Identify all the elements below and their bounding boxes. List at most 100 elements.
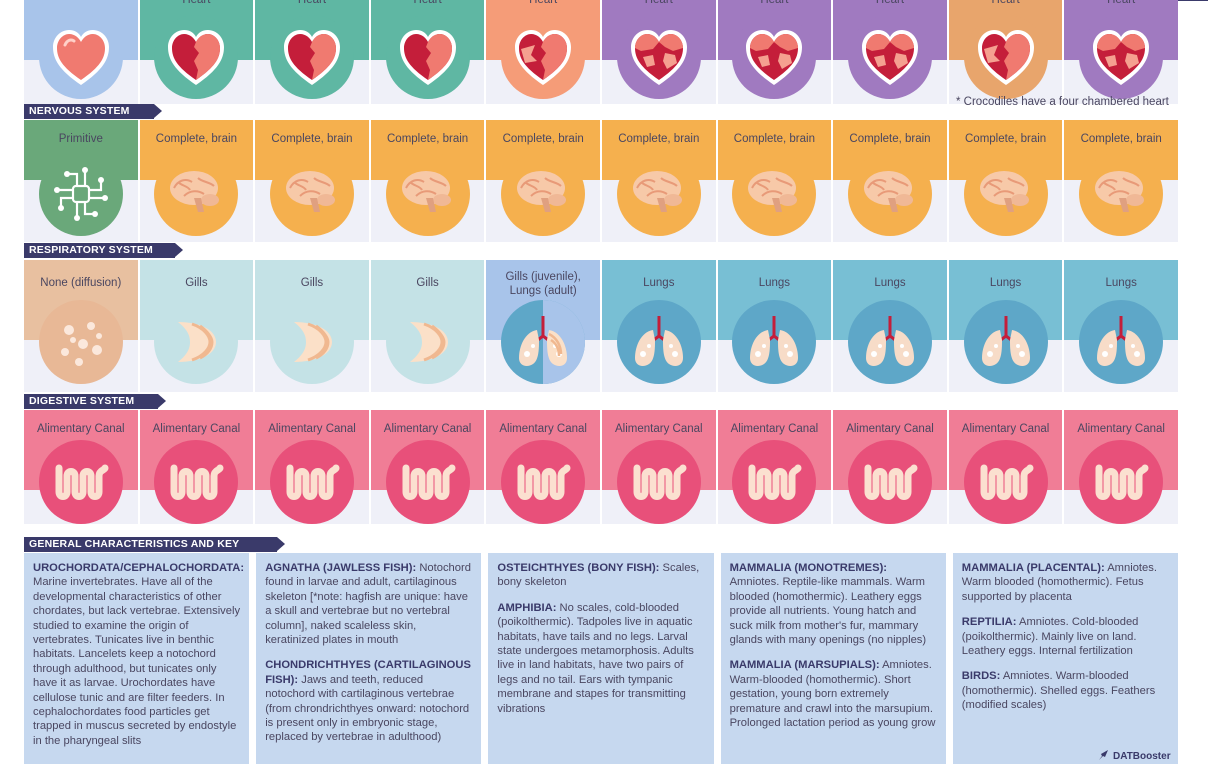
alimentary-canal-icon [269, 440, 354, 524]
info-entry: MAMMALIA (MONOTREMES): Amniotes. Reptile… [730, 561, 938, 647]
nervous-cell: Complete, brain [486, 120, 600, 242]
cell-label: Gills [300, 277, 324, 289]
info-entry-heading: REPTILIA: [961, 616, 1017, 629]
heart-cell [24, 0, 138, 104]
top-rule [1178, 0, 1208, 1]
heart-icon [385, 15, 470, 99]
info-entry: AMPHIBIA: No scales, cold-blooded (poiko… [497, 601, 705, 716]
alimentary-canal-icon [154, 440, 239, 524]
nervous-cell: Complete, brain [601, 120, 716, 242]
gills-lungs-icon [501, 300, 586, 384]
info-entry-body: No scales, cold-blooded (poikolthermic).… [497, 601, 694, 715]
digestive-row: Alimentary Canal Alimentary Canal Alimenta… [24, 410, 1178, 524]
respiratory-cell: Lungs [833, 260, 947, 392]
gills-icon [269, 300, 354, 384]
info-entry: MAMMALIA (MARSUPIALS): Amniotes. Warm-bl… [730, 658, 938, 730]
digestive-cell: Alimentary Canal [948, 410, 1063, 524]
info-entry-body: Notochord found in larvae and adult, car… [265, 562, 471, 647]
cell-label: Alimentary Canal [615, 423, 703, 435]
cell-label: Gills (juvenile), Lungs (adult) [505, 271, 581, 297]
cell-label: Heart [991, 0, 1020, 6]
cell-label: Alimentary Canal [268, 423, 356, 435]
digestive-cell: Alimentary Canal [717, 410, 832, 524]
heart-cell: Heart [948, 0, 1063, 104]
nervous-cell: Complete, brain [948, 120, 1063, 242]
info-entry-body: Amniotes. Warm blooded (homothermic). Fe… [961, 562, 1157, 603]
alimentary-canal-icon [616, 440, 701, 524]
alimentary-canal-icon [38, 440, 123, 524]
info-entry: MAMMALIA (PLACENTAL): Amniotes. Warm blo… [962, 561, 1170, 604]
cell-label: Heart [760, 0, 789, 6]
cell-label: Heart [413, 0, 442, 6]
brain-icon [501, 152, 586, 236]
cell-label: Primitive [58, 133, 103, 145]
cell-label: Lungs [643, 277, 675, 289]
cell-label: Alimentary Canal [37, 423, 125, 435]
nervous-cell: Complete, brain [717, 120, 832, 242]
info-entry-heading: MAMMALIA (PLACENTAL): [961, 562, 1105, 574]
rocket-icon [1098, 749, 1111, 764]
nervous-cell: Complete, brain [255, 120, 369, 242]
alimentary-canal-icon [1079, 440, 1164, 524]
respiratory-cell: Lungs [1064, 260, 1178, 392]
digestive-cell: Alimentary Canal [833, 410, 947, 524]
nervous-cell: Complete, brain [833, 120, 947, 242]
info-column: OSTEICHTHYES (BONY FISH): Scales, bony s… [488, 553, 714, 764]
circuit-icon [38, 152, 123, 236]
crocodile-note: * Crocodiles have a four chambered heart [956, 96, 1169, 108]
info-entry-heading: UROCHORDATA/CEPHALOCHORDATA: [33, 562, 245, 574]
cell-label: Heart [529, 0, 558, 6]
cell-label: Complete, brain [849, 133, 931, 145]
heart-icon [616, 15, 701, 99]
cell-label: Complete, brain [965, 133, 1047, 145]
digestive-cell: Alimentary Canal [24, 410, 138, 524]
info-entry-body: Amniotes. Warm-blooded (homothermic). Sh… [961, 670, 1156, 712]
diffusion-icon [38, 300, 123, 384]
nervous-row: Primitive Complete, brain Complete, brain C… [24, 120, 1178, 242]
info-entry-heading: OSTEICHTHYES (BONY FISH): [497, 562, 660, 574]
brain-icon [269, 152, 354, 236]
digestive-cell: Alimentary Canal [601, 410, 716, 524]
brain-icon [963, 152, 1048, 236]
info-entry: BIRDS: Amniotes. Warm-blooded (homotherm… [962, 669, 1170, 712]
info-entry-heading: BIRDS: [961, 670, 1001, 683]
cell-label: Lungs [874, 277, 906, 289]
cell-label: Lungs [758, 277, 791, 289]
info-entry-body: Jaws and teeth, reduced notochord with c… [265, 673, 470, 744]
cell-label: Complete, brain [618, 133, 700, 145]
section-tag-digestive: DIGESTIVE SYSTEM [24, 394, 166, 409]
info-entry-body: Amniotes. Warm-blooded (homothermic). Sh… [729, 659, 936, 730]
cell-label: Complete, brain [502, 133, 584, 145]
info-entry-body: Marine invertebrates. Have all of the de… [33, 576, 241, 747]
brand-name: DATBooster [1113, 751, 1171, 762]
cell-label: Complete, brain [733, 133, 815, 145]
lungs-icon [963, 300, 1048, 384]
section-tag-respiratory: RESPIRATORY SYSTEM [24, 243, 183, 258]
cell-label: Alimentary Canal [730, 423, 819, 435]
respiratory-cell: Gills [139, 260, 254, 392]
heart-cell: Heart [139, 0, 254, 104]
respiratory-cell: Gills (juvenile), Lungs (adult) [486, 260, 600, 392]
cell-label: Gills [185, 277, 208, 289]
info-entry-heading: AGNATHA (JAWLESS FISH): [265, 562, 417, 574]
respiratory-cell: Gills [255, 260, 369, 392]
cell-label: Lungs [1105, 277, 1137, 289]
gills-icon [154, 300, 239, 384]
cell-label: Alimentary Canal [383, 423, 472, 435]
cell-label: Alimentary Canal [499, 423, 587, 435]
cell-label: Heart [644, 0, 673, 6]
respiratory-cell: Lungs [601, 260, 716, 392]
lungs-icon [1079, 300, 1164, 384]
cell-label: Gills [416, 277, 439, 289]
info-entry: UROCHORDATA/CEPHALOCHORDATA: Marine inve… [33, 561, 245, 748]
cell-label: Alimentary Canal [961, 423, 1050, 435]
nervous-cell: Primitive [24, 120, 138, 242]
info-entry-body: Amniotes. Cold-blooded (poikolthermic). … [961, 616, 1139, 658]
cell-label: Heart [875, 0, 905, 6]
heart-icon [847, 15, 932, 99]
info-entry: REPTILIA: Amniotes. Cold-blooded (poikol… [962, 615, 1170, 658]
lungs-icon [847, 300, 932, 384]
brain-icon [847, 152, 932, 236]
gills-icon [385, 300, 470, 384]
nervous-cell: Complete, brain [1064, 120, 1178, 242]
